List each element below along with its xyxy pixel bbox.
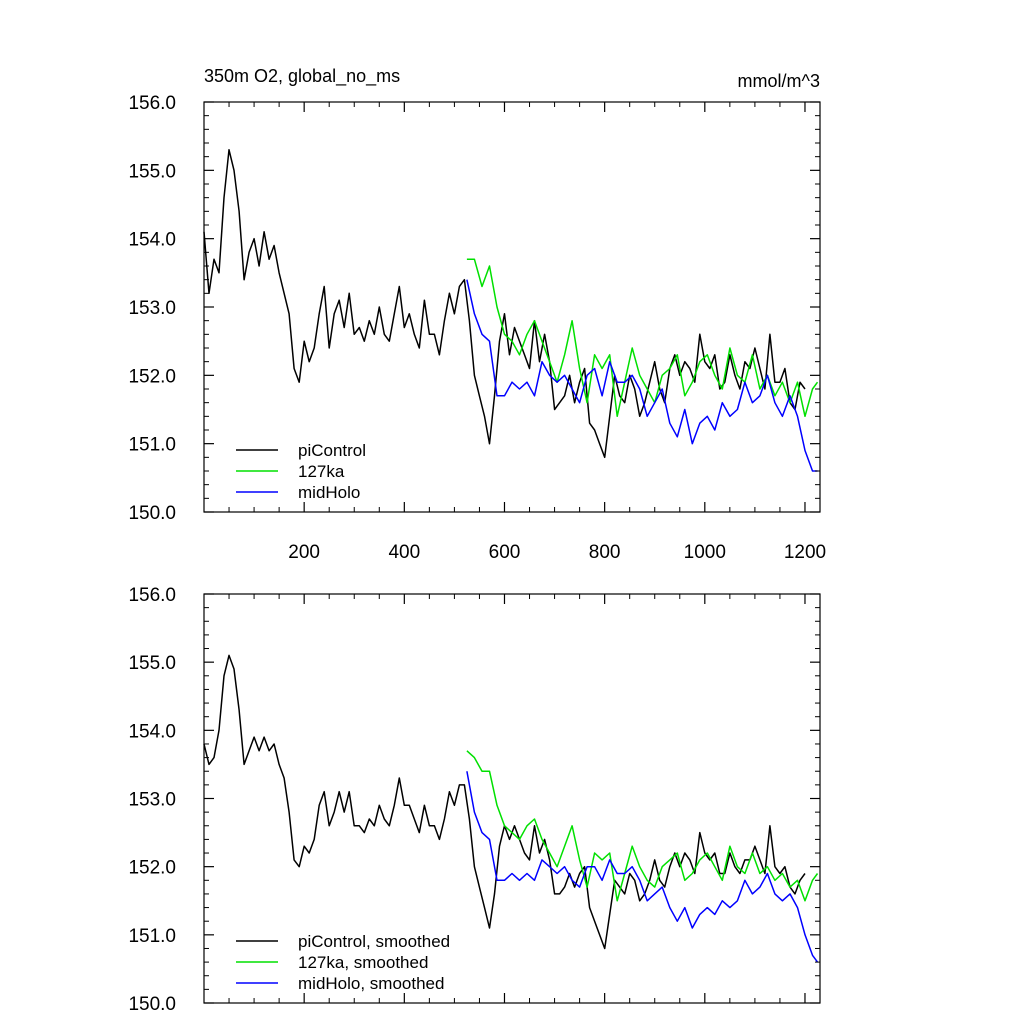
x-tick-label: 800 [589,542,621,563]
y-tick-label: 155.0 [128,161,176,182]
y-tick-label: 150.0 [128,994,176,1015]
legend-label: midHolo, smoothed [298,974,444,993]
y-tick-label: 156.0 [128,93,176,114]
top-series-lines [203,149,819,472]
legend-label: 127ka [298,462,345,481]
y-tick-label: 153.0 [128,790,176,811]
series-line-3 [466,771,819,963]
y-tick-label: 155.0 [128,653,176,674]
x-tick-label: 200 [288,542,320,563]
x-tick-label: 1200 [784,542,826,563]
legend-label: midHolo [298,483,360,502]
top-axes: 150.0 151.0 152.0 153.0 154.0 155.0 156.0 200 40… [128,93,826,563]
bottom-axes: 150.0 151.0 152.0 153.0 154.0 155.0 156.0 [128,585,821,1015]
series-line-2 [466,258,819,418]
chart-units: mmol/m^3 [738,71,820,91]
y-tick-label: 151.0 [128,926,176,947]
bottom-legend: piControl, smoothed 127ka, smoothed midHol… [236,932,450,993]
series-line-3 [466,279,818,472]
x-tick-label: 1000 [684,542,726,563]
top-legend: piControl 127ka midHolo [236,441,366,502]
x-tick-label: 400 [388,542,420,563]
legend-label: 127ka, smoothed [298,953,428,972]
bottom-series-lines [203,654,819,963]
y-tick-label: 154.0 [128,721,176,742]
x-tick-label: 600 [489,542,521,563]
plot-frame [203,101,821,513]
series-line-2 [466,750,819,902]
top-chart-panel: 350m O2, global_no_ms mmol/m^3 150.0 151.… [128,66,826,563]
y-tick-label: 152.0 [128,858,176,879]
y-tick-label: 156.0 [128,585,176,606]
y-tick-label: 152.0 [128,366,176,387]
plot-frame [203,593,821,1004]
y-tick-label: 154.0 [128,230,176,251]
bottom-chart-panel: 150.0 151.0 152.0 153.0 154.0 155.0 156.0 piCo… [128,585,821,1015]
chart-title: 350m O2, global_no_ms [204,66,400,87]
series-line-1 [203,654,806,950]
y-tick-label: 151.0 [128,435,176,456]
y-tick-label: 153.0 [128,298,176,319]
y-tick-label: 150.0 [128,503,176,524]
series-line-1 [203,149,806,459]
legend-label: piControl [298,441,366,460]
legend-label: piControl, smoothed [298,932,450,951]
